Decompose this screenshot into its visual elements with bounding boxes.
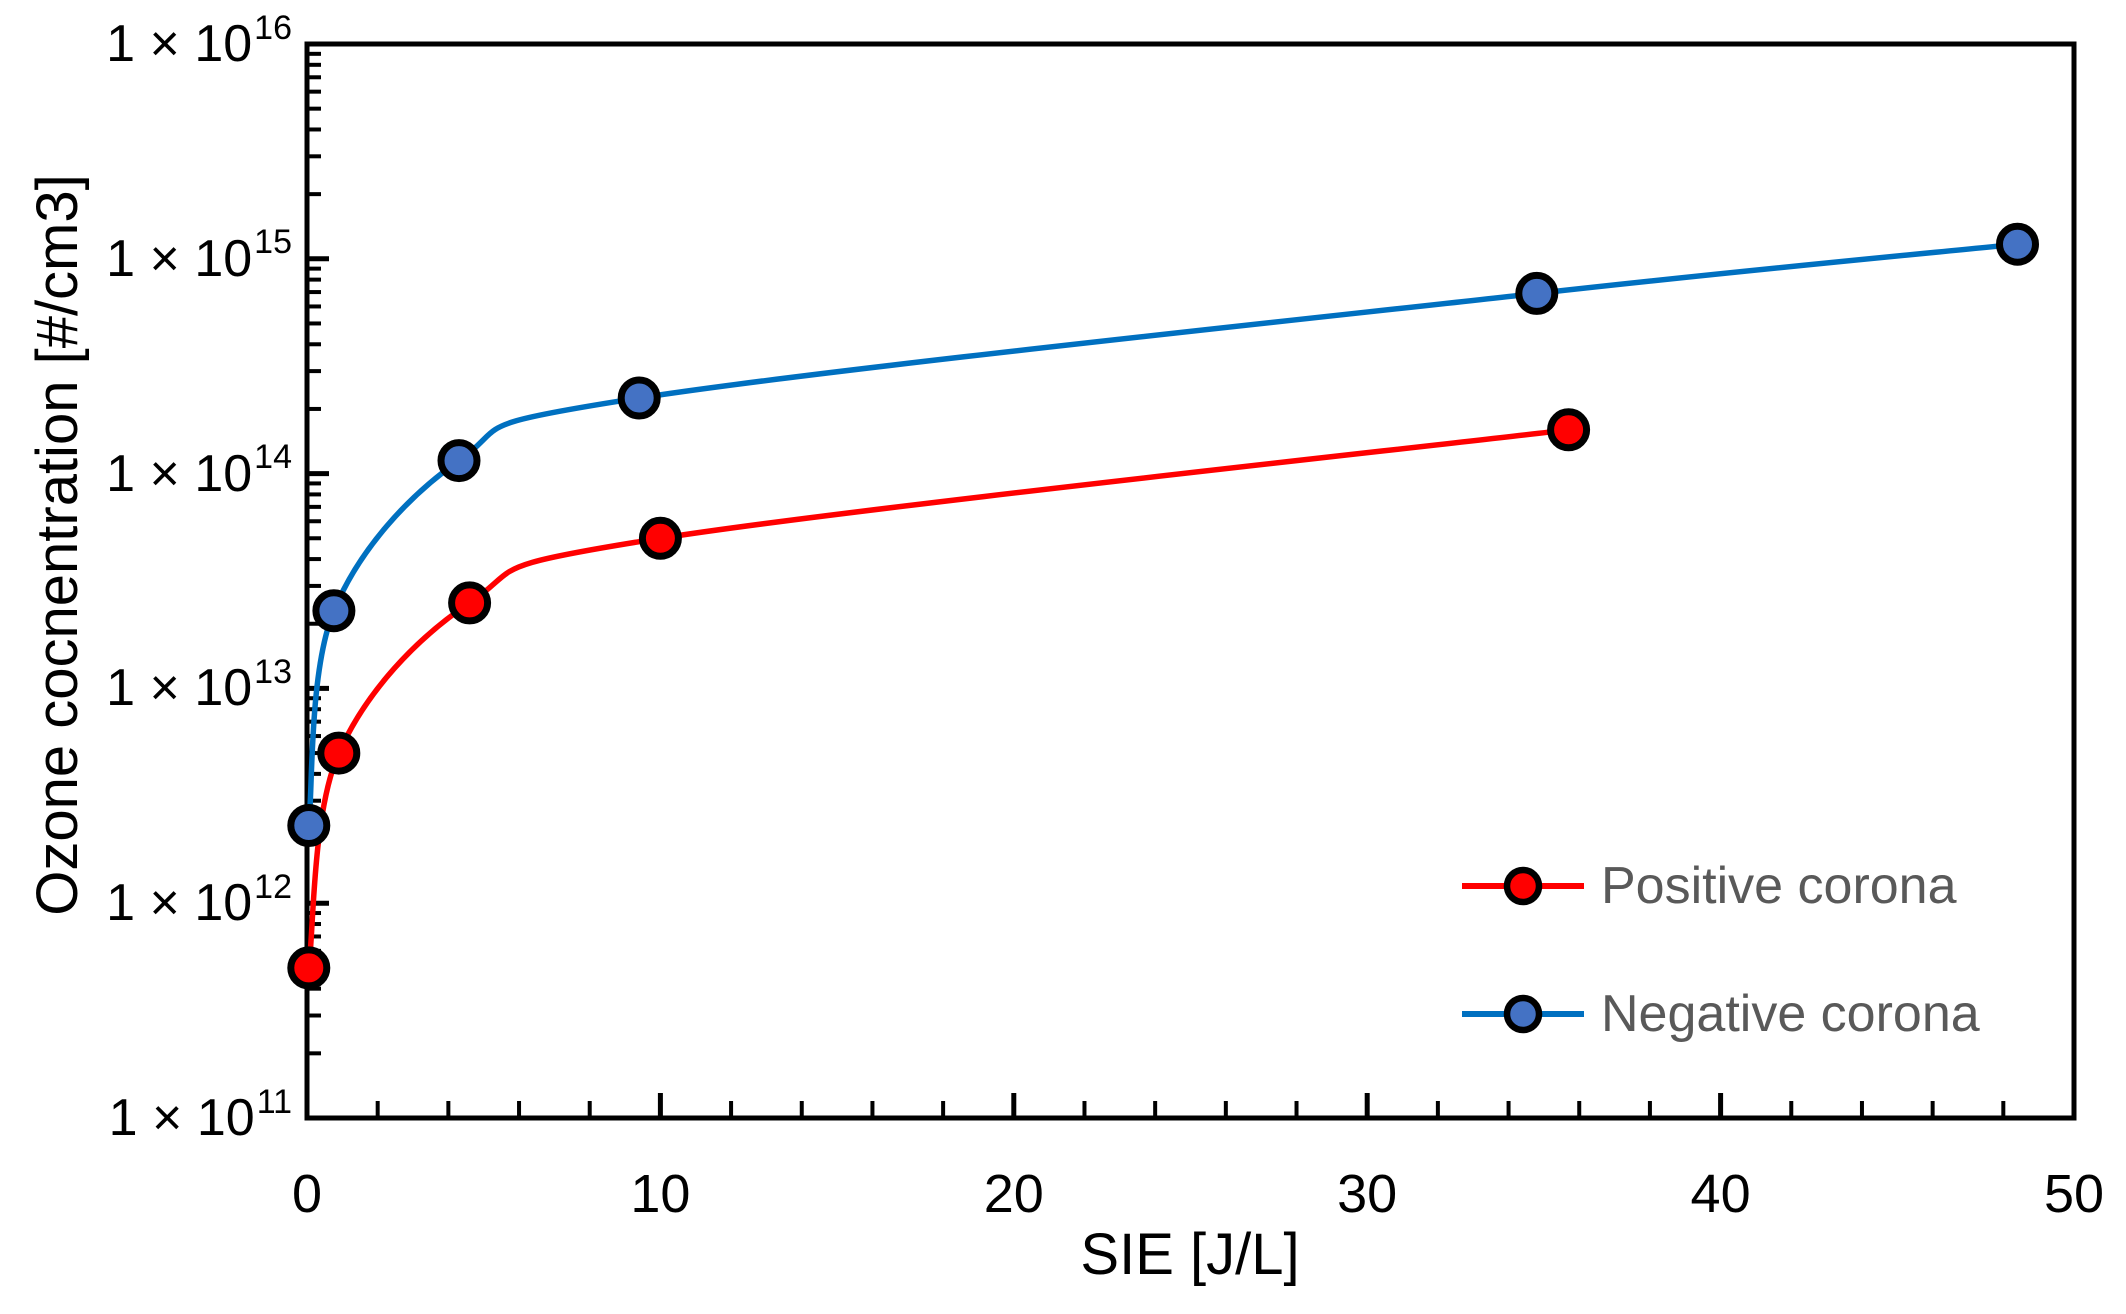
positive-corona-marker bbox=[638, 516, 682, 560]
x-axis-title: SIE [J/L] bbox=[1080, 1222, 1300, 1287]
positive-corona-marker bbox=[448, 581, 492, 625]
positive-corona-marker bbox=[317, 731, 361, 775]
legend-item-positive-corona: Positive corona bbox=[1462, 856, 1957, 916]
legend-marker bbox=[1503, 994, 1543, 1034]
positive-corona-line bbox=[306, 427, 1572, 971]
positive-corona-marker bbox=[287, 946, 331, 990]
x-tick-label: 50 bbox=[2043, 1164, 2105, 1224]
x-tick-label: 0 bbox=[291, 1164, 323, 1224]
negative-corona-marker bbox=[617, 376, 661, 420]
y-tick-label: 1 × 1015 bbox=[106, 223, 292, 288]
negative-corona-marker bbox=[312, 589, 356, 633]
x-tick-label: 40 bbox=[1690, 1164, 1751, 1224]
y-tick-label: 1 × 1011 bbox=[108, 1082, 292, 1147]
x-tick-label: 10 bbox=[630, 1164, 691, 1224]
negative-corona-legend-icon bbox=[1462, 994, 1584, 1034]
legend-marker bbox=[1503, 866, 1543, 906]
negative-corona-marker bbox=[1996, 222, 2039, 266]
y-tick-label: 1 × 1013 bbox=[106, 653, 292, 718]
plot-border bbox=[304, 41, 2077, 1121]
legend-label-negative-corona: Negative corona bbox=[1601, 985, 1980, 1043]
negative-corona-line bbox=[306, 241, 2021, 829]
x-tick-label: 20 bbox=[983, 1164, 1044, 1224]
legend-item-negative-corona: Negative corona bbox=[1462, 984, 1980, 1044]
y-tick-label: 1 × 1016 bbox=[106, 8, 292, 73]
negative-corona-marker bbox=[437, 439, 481, 483]
positive-corona-legend-icon bbox=[1462, 866, 1584, 906]
negative-corona-marker bbox=[1515, 271, 1559, 315]
negative-corona-marker bbox=[287, 804, 331, 847]
positive-corona-marker bbox=[1547, 408, 1591, 452]
y-tick-label: 1 × 1014 bbox=[106, 438, 292, 503]
legend-label-positive-corona: Positive corona bbox=[1601, 857, 1957, 915]
x-tick-label: 30 bbox=[1337, 1164, 1398, 1224]
y-tick-label: 1 × 1012 bbox=[106, 867, 292, 933]
